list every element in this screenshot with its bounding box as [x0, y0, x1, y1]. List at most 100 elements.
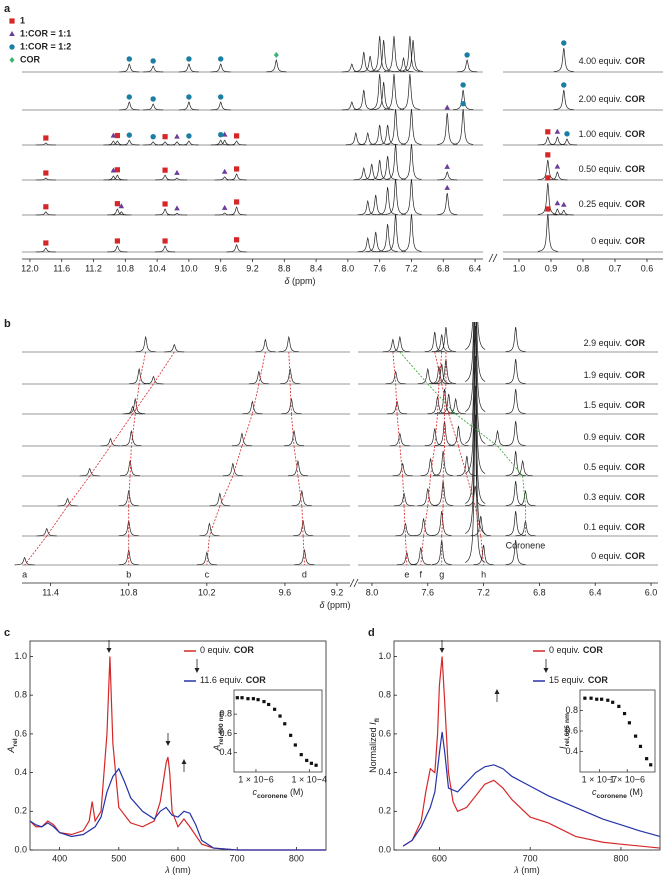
- peak: [547, 171, 568, 181]
- axis-break: [349, 253, 498, 588]
- peak: [377, 186, 398, 215]
- x-axis-label: δ (ppm): [284, 276, 315, 286]
- inset-point: [267, 702, 271, 707]
- peak: [383, 73, 405, 110]
- marker: [460, 101, 466, 107]
- y-tick-label: 0.8: [219, 708, 232, 718]
- label-part: c: [592, 787, 597, 797]
- peak: [433, 450, 454, 476]
- peak-link: [46, 505, 68, 537]
- y-tick-label: 0.2: [378, 806, 391, 816]
- peak: [553, 47, 574, 72]
- legend-label: 1: [20, 15, 25, 25]
- marker: [110, 132, 117, 138]
- peak: [401, 213, 422, 252]
- y-tick-label: 0.8: [565, 705, 578, 715]
- peak: [465, 325, 486, 474]
- x-tick-label: 11.2: [85, 263, 102, 273]
- label-part: 0.3 equiv.: [584, 492, 622, 502]
- y-tick-label: 0.0: [14, 844, 27, 854]
- marker: [9, 18, 15, 24]
- label-part: 0 equiv.: [200, 645, 231, 655]
- x-tick-label: 1 × 10−6: [609, 774, 645, 784]
- marker: [218, 56, 224, 62]
- peak: [222, 462, 243, 477]
- peak: [392, 462, 413, 477]
- trace-label: 0.3 equiv. COR: [584, 492, 646, 502]
- peak: [35, 142, 56, 146]
- label-part: COR: [625, 492, 646, 502]
- label-part: (M): [287, 787, 303, 797]
- trace-label: 1.5 equiv. COR: [584, 400, 646, 410]
- peak: [470, 515, 491, 537]
- x-tick-label: 400: [52, 853, 67, 863]
- peak-link: [132, 383, 154, 415]
- label-part: COR: [246, 675, 267, 685]
- peak: [438, 393, 459, 415]
- plot-frame: [393, 640, 661, 851]
- label-part: I: [368, 722, 378, 725]
- peak: [505, 420, 526, 446]
- peak: [280, 367, 301, 385]
- x-tick-label: 10.8: [117, 263, 135, 273]
- peak: [353, 89, 374, 111]
- peak-link: [399, 351, 429, 385]
- marker: [114, 167, 120, 173]
- x-tick-label: 11.6: [53, 263, 70, 273]
- label-part: 2.9 equiv.: [584, 338, 622, 348]
- peak-link: [293, 445, 299, 477]
- x-tick-label: 10.8: [120, 587, 138, 597]
- peak: [143, 65, 164, 73]
- label-part: COR: [625, 236, 646, 246]
- y-tick-label: 0.6: [565, 725, 578, 735]
- label-part: COR: [625, 551, 646, 561]
- peak: [505, 539, 526, 565]
- peak-link: [403, 505, 406, 537]
- peak: [385, 213, 406, 252]
- peak-link: [67, 475, 91, 507]
- peak-link: [434, 413, 438, 447]
- peak: [210, 101, 231, 111]
- marker: [460, 82, 466, 88]
- marker: [114, 132, 120, 139]
- trace-label: 1.9 equiv. COR: [584, 370, 646, 380]
- label-part: 15 equiv.: [549, 675, 585, 685]
- label-part: COR: [625, 164, 646, 174]
- peak-link: [302, 535, 305, 566]
- peak: [537, 159, 558, 181]
- peak: [556, 138, 578, 146]
- x-axis-label: δ (ppm): [319, 600, 350, 610]
- y-tick-label: 0.0: [378, 844, 391, 854]
- peak-link: [396, 413, 401, 447]
- marker: [114, 201, 120, 207]
- x-tick-label: 600: [170, 853, 185, 863]
- peak-link: [441, 383, 450, 415]
- peak: [424, 428, 445, 447]
- inset-point: [262, 699, 266, 704]
- peak: [401, 178, 422, 215]
- y-tick-label: 0.6: [378, 728, 391, 738]
- peak: [377, 155, 398, 180]
- marker: [9, 57, 15, 63]
- peak: [166, 213, 187, 216]
- x-tick-label: 0.7: [609, 263, 622, 273]
- label-part: 1.5 equiv.: [584, 400, 622, 410]
- marker: [162, 134, 168, 140]
- peak: [266, 58, 287, 73]
- y-axis-label: Arel,490 nm: [212, 711, 225, 751]
- peak: [410, 547, 431, 566]
- peak: [248, 370, 269, 385]
- peak: [107, 245, 128, 253]
- peak-label: e: [404, 569, 409, 579]
- legend-label: 1:COR = 1:1: [20, 28, 71, 38]
- peak-link: [399, 445, 404, 477]
- peak: [385, 143, 406, 180]
- peak: [57, 497, 78, 507]
- x-tick-label: 500: [111, 853, 126, 863]
- inset-point: [314, 763, 318, 767]
- marker: [444, 163, 451, 169]
- x-tick-label: 700: [523, 853, 538, 863]
- marker: [43, 170, 49, 176]
- peak: [395, 522, 416, 537]
- label-part: rel,605 nm: [564, 713, 571, 746]
